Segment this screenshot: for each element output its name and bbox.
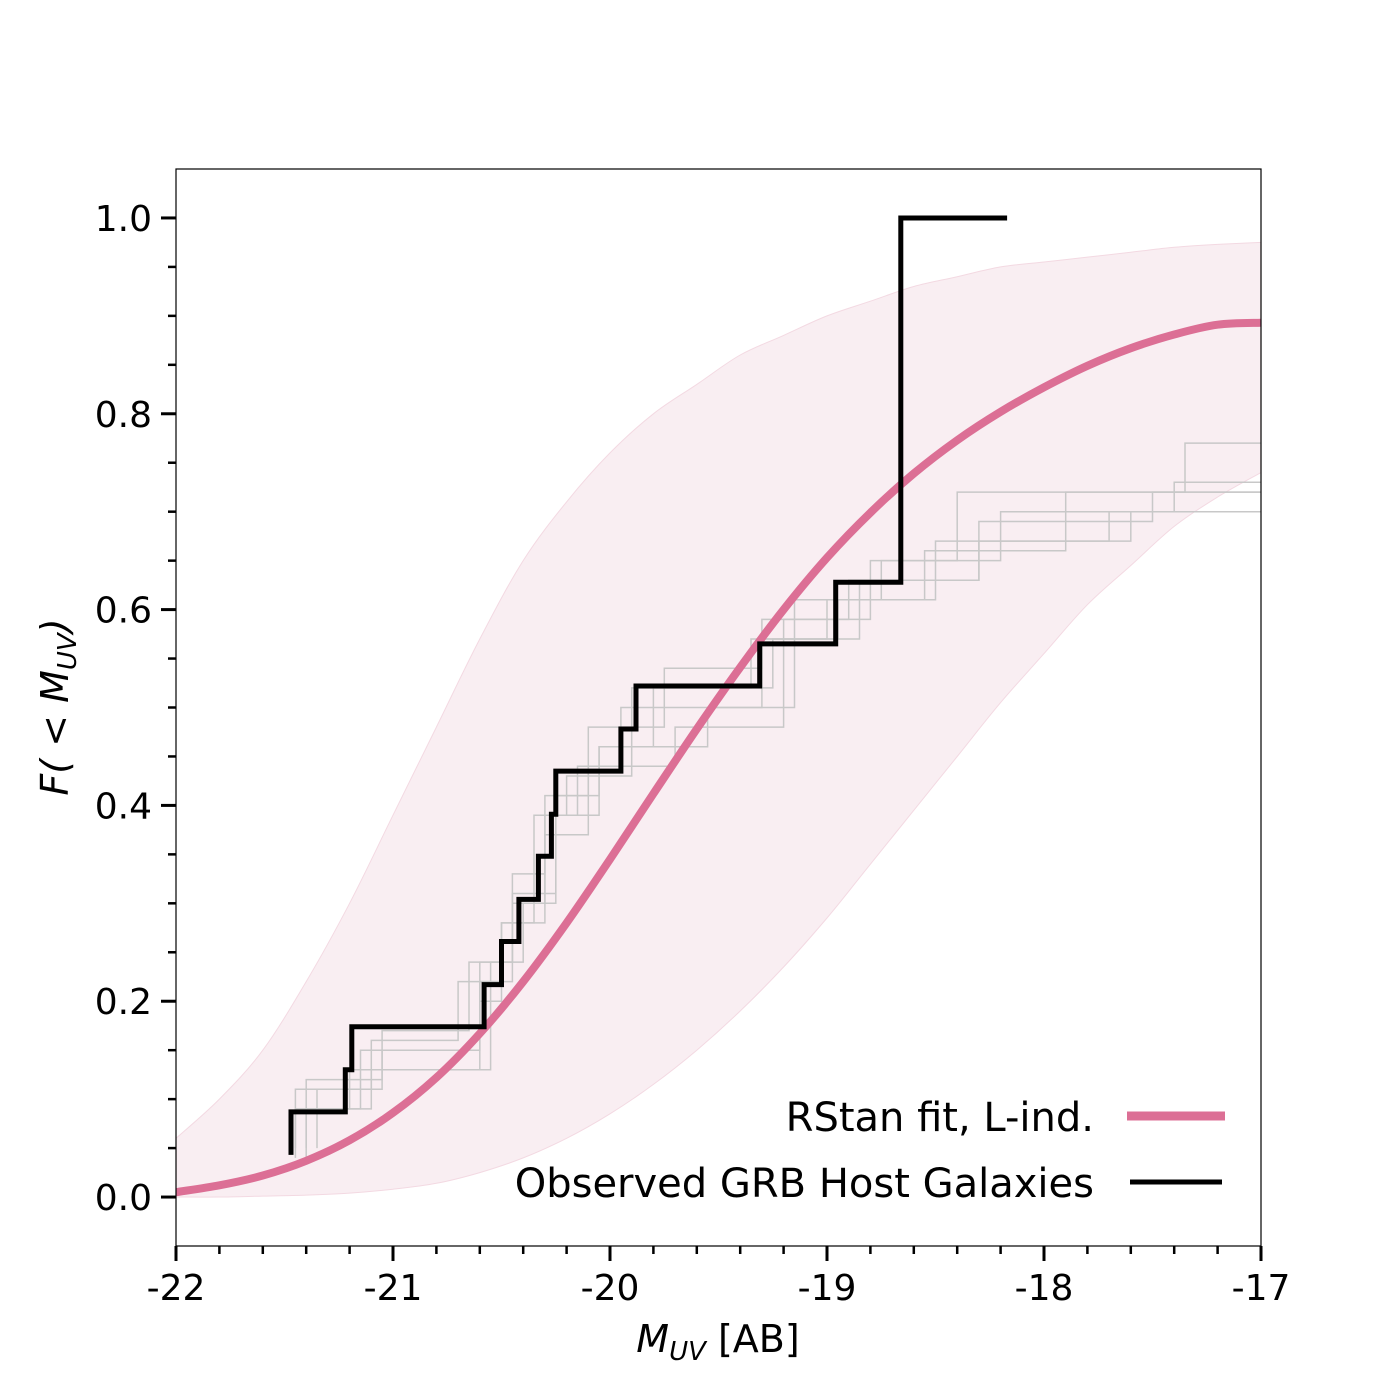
x-tick-label: -18 [1015, 1268, 1074, 1309]
legend: RStan fit, L-ind. Observed GRB Host Gala… [515, 1095, 1225, 1207]
y-tick-label: 0.4 [95, 786, 152, 827]
y-axis-title: F( < MUV) [33, 618, 83, 795]
x-tick-label: -20 [581, 1268, 640, 1309]
plot-area [176, 215, 1261, 1198]
y-tick-label: 0.6 [95, 591, 152, 632]
credible-band [176, 241, 1261, 1198]
x-tick-label: -17 [1232, 1268, 1291, 1309]
y-tick-label: 0.0 [95, 1178, 152, 1219]
y-tick-label: 1.0 [95, 199, 152, 240]
legend-label-observed: Observed GRB Host Galaxies [515, 1161, 1094, 1207]
x-axis-ticks: -22 -21 -20 -19 -18 -17 [147, 1246, 1291, 1309]
x-tick-label: -21 [364, 1268, 423, 1309]
y-tick-label: 0.2 [95, 982, 152, 1023]
x-axis-title: MUV [AB] [636, 1317, 799, 1367]
legend-label-fit: RStan fit, L-ind. [786, 1095, 1094, 1141]
y-tick-label: 0.8 [95, 395, 152, 436]
posterior-draw-6 [305, 481, 1261, 1149]
y-axis-ticks: 0.0 0.2 0.4 0.6 0.8 1.0 [95, 199, 176, 1219]
x-tick-label: -19 [798, 1268, 857, 1309]
x-tick-label: -22 [147, 1268, 206, 1309]
fit-curve [176, 318, 1261, 1197]
observed-cdf-step [288, 215, 1008, 1155]
